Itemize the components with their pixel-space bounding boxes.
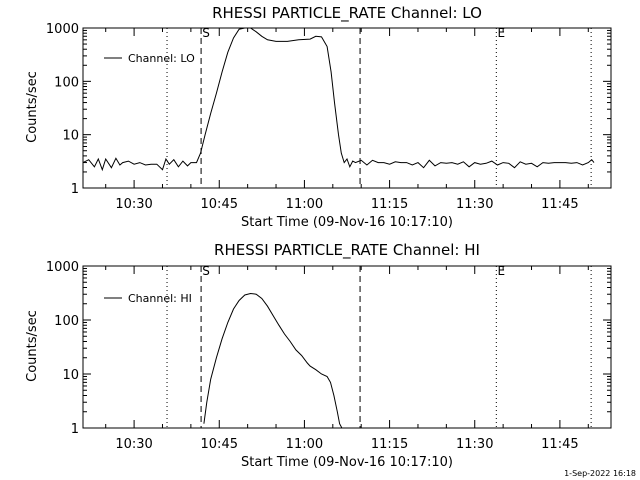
legend: Channel: LO	[104, 52, 195, 65]
event-marker-label: S	[202, 26, 210, 40]
chart-title: RHESSI PARTICLE_RATE Channel: HI	[214, 241, 480, 260]
series-line-hi	[203, 292, 343, 429]
y-tick-label: 100	[54, 75, 79, 90]
x-tick-labels: 10:30 10:45 11:00 11:15 11:30 11:45	[115, 197, 578, 212]
chart-panel-lo: RHESSI PARTICLE_RATE Channel: LO Counts/…	[25, 4, 612, 230]
x-tick-label: 11:15	[371, 197, 408, 212]
plot-frame	[82, 27, 612, 189]
x-tick-label: 11:00	[286, 197, 323, 212]
chart-panel-hi: RHESSI PARTICLE_RATE Channel: HI Counts/…	[25, 241, 612, 470]
event-marker-label: E	[498, 26, 506, 40]
x-tick-label: 11:30	[456, 437, 493, 452]
y-tick-label: 1	[71, 422, 79, 437]
x-tick-label: 10:45	[201, 437, 238, 452]
y-tick-label: 1000	[46, 22, 79, 37]
y-tick-label: 1	[71, 182, 79, 197]
y-tick-labels: 1 10 100 1000	[46, 260, 79, 437]
x-tick-label: 10:30	[115, 437, 152, 452]
x-tick-label: 11:00	[286, 437, 323, 452]
legend: Channel: HI	[104, 292, 192, 305]
legend-entry: Channel: LO	[128, 52, 195, 65]
x-axis-label: Start Time (09-Nov-16 10:17:10)	[241, 455, 453, 470]
series-line-lo	[82, 27, 595, 172]
x-tick-label: 10:30	[115, 197, 152, 212]
y-tick-label: 10	[62, 129, 79, 144]
x-tick-label: 11:30	[456, 197, 493, 212]
footer-timestamp: 1-Sep-2022 16:18	[564, 469, 636, 478]
x-tick-label: 11:45	[541, 197, 578, 212]
x-tick-label: 11:45	[541, 437, 578, 452]
tick-marks	[83, 265, 611, 429]
y-axis-label: Counts/sec	[25, 310, 40, 382]
x-tick-label: 11:15	[371, 437, 408, 452]
chart-title: RHESSI PARTICLE_RATE Channel: LO	[212, 4, 482, 23]
event-marker-label: E	[498, 264, 506, 278]
y-tick-labels: 1 10 100 1000	[46, 22, 79, 197]
x-axis-label: Start Time (09-Nov-16 10:17:10)	[241, 215, 453, 230]
event-marker-label: S	[202, 264, 210, 278]
legend-entry: Channel: HI	[128, 292, 192, 305]
plot-frame	[82, 265, 612, 429]
y-axis-label: Counts/sec	[25, 71, 40, 143]
y-tick-label: 1000	[46, 260, 79, 275]
x-tick-labels: 10:30 10:45 11:00 11:15 11:30 11:45	[115, 437, 578, 452]
y-tick-label: 10	[62, 368, 79, 383]
x-tick-label: 10:45	[201, 197, 238, 212]
y-tick-label: 100	[54, 314, 79, 329]
